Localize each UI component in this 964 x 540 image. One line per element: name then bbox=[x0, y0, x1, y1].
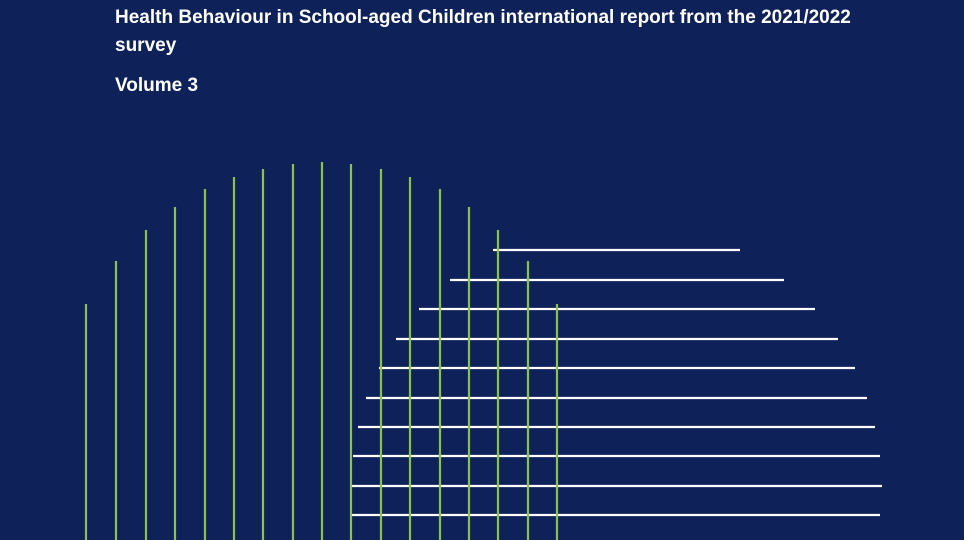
report-title: Health Behaviour in School-aged Children… bbox=[115, 7, 851, 56]
volume-label: Volume 3 bbox=[115, 75, 199, 96]
vertical-lines-group bbox=[84, 162, 559, 540]
horizontal-lines-group bbox=[351, 248, 882, 517]
